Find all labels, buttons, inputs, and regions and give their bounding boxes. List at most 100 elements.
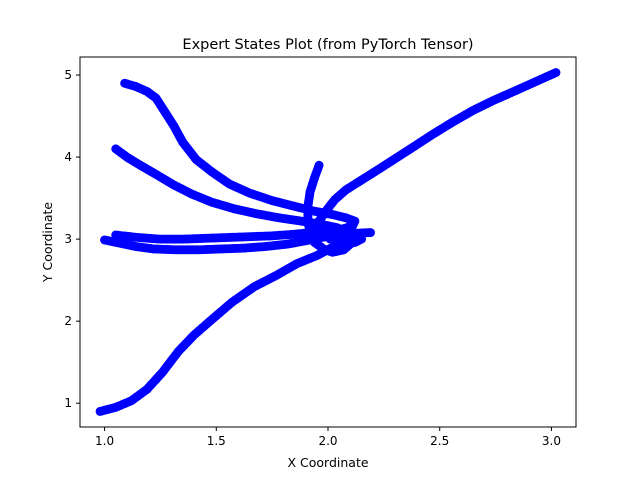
data-point (245, 188, 255, 198)
data-point (173, 347, 183, 357)
x-tick-label: 2.5 (430, 434, 449, 448)
data-point (95, 406, 105, 416)
data-point (312, 251, 322, 261)
data-point (341, 236, 351, 246)
data-point (468, 105, 478, 115)
data-point (142, 86, 152, 96)
data-point (227, 297, 237, 307)
x-tick-label: 1.0 (95, 434, 114, 448)
data-point (191, 155, 201, 165)
data-point (428, 129, 438, 139)
data-point (260, 242, 270, 252)
data-point (158, 367, 168, 377)
data-points (95, 68, 561, 416)
data-point (321, 206, 331, 216)
data-point (187, 189, 197, 199)
data-point (120, 78, 130, 88)
y-axis-label: Y Coordinate (40, 202, 55, 283)
data-point (178, 234, 188, 244)
data-point (131, 82, 141, 92)
data-point (301, 234, 311, 244)
data-point (289, 229, 299, 239)
data-point (189, 330, 199, 340)
data-point (531, 77, 541, 87)
data-point (292, 259, 302, 269)
x-axis-ticks: 1.0 1.5 2.0 2.5 3.0 (95, 427, 561, 448)
data-point (169, 121, 179, 131)
data-point (207, 167, 217, 177)
data-point (135, 160, 145, 170)
y-tick-label: 4 (64, 150, 72, 164)
data-point (274, 213, 284, 223)
data-point (115, 238, 125, 248)
data-point (327, 242, 337, 252)
data-point (283, 239, 293, 249)
data-point (341, 185, 351, 195)
data-point (122, 152, 132, 162)
data-point (323, 226, 333, 236)
data-point (111, 402, 121, 412)
y-tick-label: 2 (64, 314, 72, 328)
data-point (229, 204, 239, 214)
data-point (216, 244, 226, 254)
data-point (133, 232, 143, 242)
data-point (111, 144, 121, 154)
x-tick-label: 2.0 (318, 434, 337, 448)
data-point (272, 270, 282, 280)
data-point (171, 245, 181, 255)
data-point (303, 201, 313, 211)
data-point (348, 221, 358, 231)
data-point (305, 187, 315, 197)
chart-title: Expert States Plot (from PyTorch Tensor) (182, 37, 473, 53)
data-point (252, 209, 261, 219)
data-point (151, 169, 161, 179)
data-point (245, 232, 255, 242)
y-axis-ticks: 1 2 3 4 5 (64, 68, 80, 410)
data-point (307, 226, 317, 236)
data-point (238, 243, 248, 253)
data-point (207, 197, 217, 207)
data-point (151, 93, 161, 103)
data-point (249, 282, 259, 292)
data-point (310, 173, 320, 183)
data-point (350, 229, 360, 239)
data-point (314, 216, 324, 226)
data-point (193, 245, 203, 255)
x-tick-label: 1.5 (207, 434, 226, 448)
data-point (131, 242, 141, 252)
data-point (408, 142, 418, 152)
data-point (448, 117, 458, 127)
data-point (310, 237, 320, 247)
data-point (100, 235, 110, 245)
data-point (336, 228, 346, 238)
data-point (200, 233, 210, 243)
y-tick-label: 5 (64, 68, 72, 82)
y-tick-label: 3 (64, 232, 72, 246)
y-tick-label: 1 (64, 396, 72, 410)
data-point (267, 196, 277, 206)
data-point (155, 234, 165, 244)
data-point (111, 230, 121, 240)
data-point (551, 68, 561, 78)
data-point (357, 175, 367, 185)
data-point (303, 216, 313, 226)
data-point (372, 165, 382, 175)
x-axis-label: X Coordinate (287, 455, 368, 470)
data-point (142, 384, 152, 394)
data-point (178, 137, 188, 147)
data-point (511, 86, 521, 96)
data-point (488, 95, 498, 105)
data-point (149, 244, 159, 254)
data-point (126, 396, 136, 406)
data-point (330, 195, 340, 205)
x-tick-label: 3.0 (542, 434, 561, 448)
data-point (160, 107, 170, 117)
data-point (225, 179, 235, 189)
data-point (341, 213, 351, 223)
data-point (390, 154, 400, 164)
data-point (365, 228, 375, 238)
data-point (314, 160, 324, 170)
data-point (267, 231, 277, 241)
data-point (169, 180, 179, 190)
